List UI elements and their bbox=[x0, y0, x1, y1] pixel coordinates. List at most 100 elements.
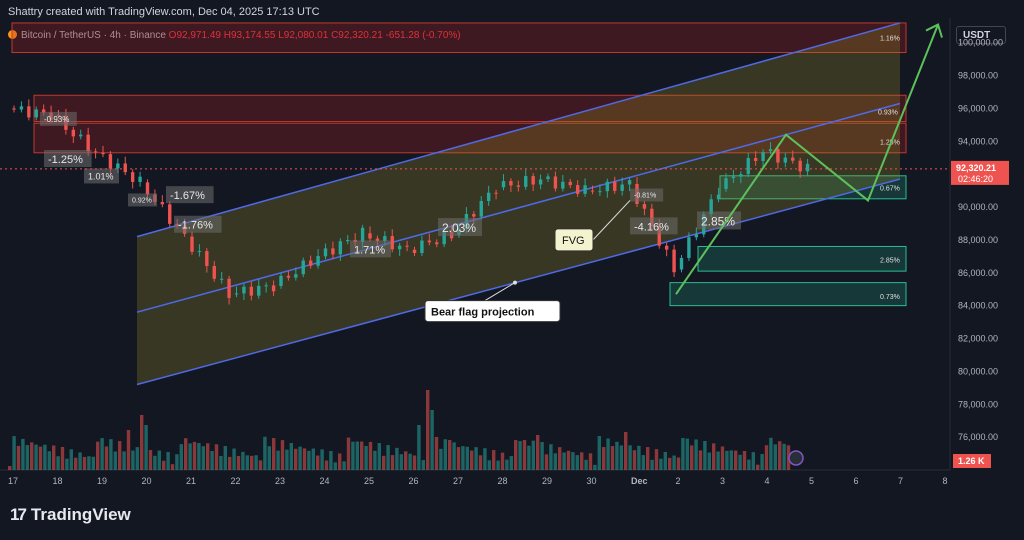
volume-bar bbox=[289, 443, 293, 470]
volume-bar bbox=[742, 451, 747, 470]
move-label: 0.92% bbox=[132, 197, 152, 204]
volume-bar bbox=[412, 455, 417, 470]
volume-bar bbox=[421, 460, 425, 470]
volume-bar bbox=[593, 464, 597, 470]
candle-body bbox=[383, 236, 387, 242]
bear-candle bbox=[664, 242, 669, 257]
candle-body bbox=[331, 248, 335, 255]
bear-candle bbox=[168, 201, 172, 227]
candle-body bbox=[672, 249, 676, 273]
bull-candle bbox=[583, 178, 587, 197]
x-tick-label: 28 bbox=[498, 476, 508, 486]
candle-body bbox=[501, 181, 506, 188]
candle-body bbox=[427, 240, 432, 243]
candle-body bbox=[93, 151, 98, 153]
candle-body bbox=[568, 181, 572, 186]
bear-candle bbox=[613, 176, 617, 194]
bull-candle bbox=[783, 152, 788, 168]
candle-body bbox=[731, 176, 736, 179]
zone-percent-label: 0.67% bbox=[880, 185, 900, 192]
candle-body bbox=[516, 185, 521, 187]
bear-candle bbox=[509, 178, 513, 193]
ohlc-low: L92,080.01 bbox=[278, 30, 328, 41]
candle-body bbox=[116, 163, 120, 169]
bull-candle bbox=[34, 106, 38, 121]
volume-bar bbox=[610, 446, 615, 470]
volume-bar bbox=[250, 455, 254, 470]
volume-bar bbox=[118, 441, 122, 470]
volume-bar bbox=[399, 454, 403, 470]
move-label: -1.25% bbox=[48, 154, 83, 166]
volume-bar bbox=[179, 444, 183, 470]
move-label-box bbox=[174, 215, 222, 233]
bull-candle bbox=[294, 267, 298, 281]
bull-candle bbox=[739, 171, 743, 184]
bull-candle bbox=[323, 243, 328, 260]
volume-bar bbox=[778, 441, 782, 470]
volume-bar bbox=[474, 447, 478, 470]
ohlc-open: O92,971.49 bbox=[169, 30, 221, 41]
bear-flag-leader-line bbox=[484, 282, 516, 301]
volume-bar bbox=[82, 456, 87, 470]
bear-candle bbox=[672, 244, 676, 277]
candle-body bbox=[805, 163, 810, 172]
candle-body bbox=[294, 274, 298, 278]
volume-bar bbox=[364, 445, 368, 470]
volume-bar bbox=[69, 449, 73, 470]
x-tick-label: 19 bbox=[97, 476, 107, 486]
candle-body bbox=[219, 278, 224, 280]
volume-bar bbox=[30, 442, 34, 470]
move-label-box bbox=[630, 188, 664, 202]
move-label-box bbox=[44, 149, 92, 167]
x-tick-label: 27 bbox=[453, 476, 463, 486]
candle-body bbox=[746, 157, 750, 175]
volume-bar bbox=[624, 432, 628, 470]
candle-body bbox=[538, 179, 543, 185]
candle-body bbox=[561, 181, 565, 189]
volume-bar bbox=[685, 438, 689, 470]
volume-bar bbox=[96, 441, 100, 470]
volume-label: 1.26 K bbox=[958, 456, 985, 466]
volume-bar bbox=[751, 452, 755, 470]
volume-bar bbox=[580, 452, 584, 470]
candle-body bbox=[130, 172, 135, 182]
bear-candle bbox=[190, 231, 194, 255]
candle-body bbox=[605, 181, 610, 192]
volume-bar bbox=[694, 439, 698, 470]
volume-bar bbox=[531, 440, 535, 470]
bull-candle bbox=[79, 129, 83, 140]
candle-body bbox=[86, 134, 90, 152]
y-tick-label: 88,000.00 bbox=[958, 235, 998, 245]
price-change: -651.28 (-0.70%) bbox=[386, 30, 461, 41]
candle-body bbox=[212, 265, 216, 279]
volume-bar bbox=[157, 450, 161, 470]
x-tick-label: 23 bbox=[275, 476, 285, 486]
bear-candle bbox=[212, 261, 216, 282]
resistance-zone-lower bbox=[33, 122, 907, 154]
volume-bar bbox=[659, 458, 663, 470]
volume-bar bbox=[540, 442, 544, 470]
volume-bar bbox=[509, 456, 513, 470]
volume-bar bbox=[206, 443, 210, 470]
candle-body bbox=[405, 245, 409, 247]
bull-candle bbox=[19, 101, 24, 113]
candle-body bbox=[768, 149, 773, 152]
currency-button[interactable]: USDT bbox=[956, 26, 1006, 44]
candle-body bbox=[323, 248, 328, 257]
candle-body bbox=[338, 241, 343, 255]
bear-candle bbox=[516, 180, 521, 192]
volume-bar bbox=[223, 446, 227, 470]
candle-body bbox=[620, 184, 624, 191]
bear-candle bbox=[531, 173, 535, 192]
volume-bar bbox=[65, 458, 69, 470]
y-tick-label: 100,000.00 bbox=[958, 38, 1003, 48]
ohlc-close: C92,320.21 bbox=[331, 30, 383, 41]
bear-candle bbox=[568, 178, 572, 189]
volume-bar bbox=[390, 455, 395, 470]
volume-bar bbox=[465, 446, 469, 470]
y-tick-label: 78,000.00 bbox=[958, 399, 998, 409]
candle-body bbox=[435, 242, 439, 245]
candle-body bbox=[108, 154, 113, 169]
bull-candle bbox=[479, 196, 483, 220]
